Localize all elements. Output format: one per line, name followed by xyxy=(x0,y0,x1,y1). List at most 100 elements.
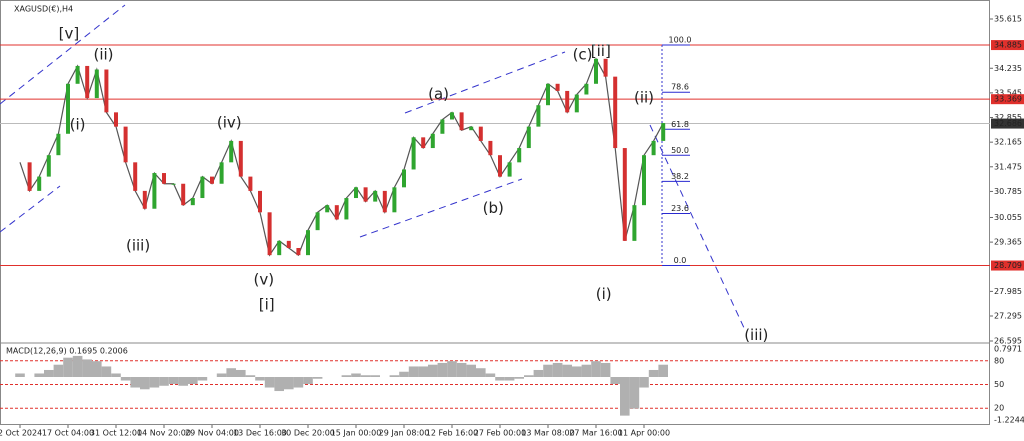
x-tick-label: 29 Nov 04:00 xyxy=(185,429,239,438)
macd-bar xyxy=(82,359,92,377)
fib-label: 38.2 xyxy=(671,172,689,181)
candle xyxy=(450,112,454,120)
candle xyxy=(37,176,42,191)
macd-bar xyxy=(149,376,160,388)
candle xyxy=(258,190,262,213)
candle xyxy=(603,58,608,77)
x-tick-label: 13 Mar 08:00 xyxy=(521,429,574,438)
macd-bar xyxy=(629,376,640,409)
macd-bar xyxy=(639,376,649,388)
wave-label: (iii) xyxy=(126,237,150,255)
macd-bar xyxy=(389,375,400,377)
macd-bar xyxy=(476,368,486,377)
macd-bar xyxy=(658,364,668,377)
macd-bar xyxy=(264,376,275,388)
candle xyxy=(651,140,656,156)
level-tag xyxy=(991,260,1024,271)
candle xyxy=(392,187,397,213)
candle xyxy=(469,126,474,131)
x-tick-label: 11 Apr 00:00 xyxy=(618,429,670,438)
macd-bar xyxy=(34,373,44,377)
macd-tick-label: 0.7971 xyxy=(994,345,1022,354)
candle xyxy=(584,83,589,95)
candle xyxy=(286,240,291,249)
x-tick-label: 14 Nov 20:00 xyxy=(137,429,191,438)
macd-bar xyxy=(533,369,544,377)
macd-bar xyxy=(341,375,352,377)
macd-bar xyxy=(216,373,227,377)
candle xyxy=(123,126,128,163)
candle xyxy=(133,162,138,191)
candle xyxy=(104,69,109,113)
level-tag xyxy=(991,94,1024,105)
candle xyxy=(334,205,339,220)
fib-label: 100.0 xyxy=(669,36,692,45)
candle xyxy=(498,155,502,177)
wave-label: (b) xyxy=(483,199,504,217)
macd-bar xyxy=(610,376,620,385)
wave-label: (a) xyxy=(428,85,449,103)
macd-bar xyxy=(524,375,534,377)
candle xyxy=(46,155,51,177)
macd-bar xyxy=(399,371,409,377)
candle xyxy=(229,140,234,163)
candle xyxy=(344,198,349,220)
macd-bar xyxy=(351,373,361,377)
macd-bar xyxy=(44,369,54,377)
x-tick-label: 29 Jan 08:00 xyxy=(379,429,430,438)
plot-frame xyxy=(0,0,990,425)
macd-bar xyxy=(159,376,169,386)
x-tick-label: 31 Oct 12:00 xyxy=(90,429,142,438)
macd-bar xyxy=(543,364,553,377)
candle xyxy=(430,133,435,149)
wave-label: (iv) xyxy=(217,114,242,132)
macd-tick-label: -1.2244 xyxy=(994,416,1024,425)
wave-label: (i) xyxy=(596,285,612,303)
candle xyxy=(526,126,531,149)
y-tick-label: 31.475 xyxy=(994,162,1022,171)
macd-bar xyxy=(562,364,572,377)
candle xyxy=(536,105,541,127)
candle xyxy=(632,205,637,241)
y-tick-label: 26.595 xyxy=(994,337,1022,346)
level-label: 34.885 xyxy=(994,41,1022,50)
macd-bar xyxy=(168,376,179,385)
macd-bar xyxy=(428,364,438,377)
macd-bar xyxy=(456,362,467,377)
macd-bar xyxy=(111,373,121,377)
candle xyxy=(27,162,32,191)
macd-bar xyxy=(466,364,476,377)
macd-bar xyxy=(178,376,188,386)
x-tick-label: 15 Jan 00:00 xyxy=(331,429,382,438)
candle xyxy=(565,90,570,113)
candle xyxy=(210,176,214,184)
candle xyxy=(354,187,358,199)
x-tick-label: 27 Feb 00:00 xyxy=(474,429,526,438)
y-tick-label: 30.785 xyxy=(994,187,1022,196)
macd-level-label: 80 xyxy=(994,356,1004,365)
macd-bar xyxy=(92,361,102,377)
macd-title: MACD(12,26,9) 0.1695 0.2006 xyxy=(6,347,128,356)
macd-bar xyxy=(63,357,73,377)
candle xyxy=(94,69,99,99)
candle xyxy=(661,123,666,141)
macd-bar xyxy=(572,366,582,377)
macd-bar xyxy=(120,376,131,381)
wave-label: (i) xyxy=(70,115,86,133)
chart-title: XAGUSD(€),H4 xyxy=(14,5,73,14)
macd-bar xyxy=(437,362,448,377)
candle xyxy=(190,198,195,206)
candle xyxy=(546,83,550,106)
macd-bar xyxy=(303,376,313,385)
candle xyxy=(181,183,186,206)
candle xyxy=(402,169,406,188)
macd-bar xyxy=(552,362,563,377)
candle xyxy=(114,112,118,127)
y-tick-label: 33.545 xyxy=(994,88,1022,97)
y-tick-label: 32.855 xyxy=(994,113,1022,122)
macd-bar xyxy=(581,364,592,377)
macd-bar xyxy=(495,376,505,381)
macd-bar xyxy=(600,362,611,377)
macd-bar xyxy=(408,366,419,377)
macd-bar xyxy=(255,376,265,381)
